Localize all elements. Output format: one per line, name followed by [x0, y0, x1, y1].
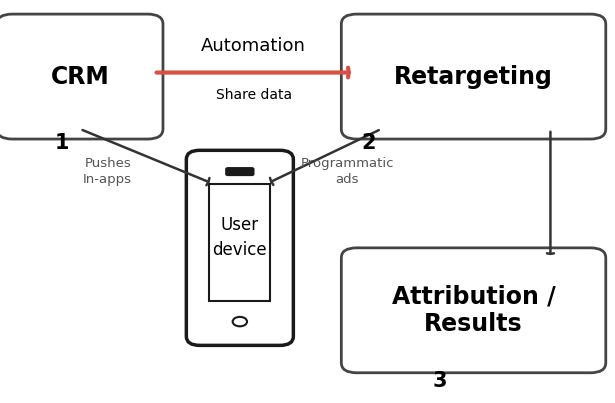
- FancyBboxPatch shape: [186, 150, 293, 345]
- Text: Pushes
In-apps: Pushes In-apps: [83, 157, 132, 186]
- Text: CRM: CRM: [50, 64, 109, 89]
- Text: 1: 1: [54, 133, 69, 153]
- FancyBboxPatch shape: [226, 168, 253, 175]
- Bar: [210, 184, 270, 301]
- FancyBboxPatch shape: [0, 14, 163, 139]
- Text: 3: 3: [432, 371, 447, 391]
- Text: User
device: User device: [213, 216, 267, 259]
- Circle shape: [232, 317, 247, 326]
- Text: Share data: Share data: [216, 88, 292, 102]
- FancyBboxPatch shape: [341, 248, 606, 373]
- Text: 2: 2: [362, 133, 376, 153]
- FancyBboxPatch shape: [341, 14, 606, 139]
- Text: Automation: Automation: [201, 37, 306, 55]
- Text: Attribution /
Results: Attribution / Results: [392, 285, 555, 336]
- Text: Retargeting: Retargeting: [394, 64, 553, 89]
- Text: Programmatic
ads: Programmatic ads: [301, 157, 394, 186]
